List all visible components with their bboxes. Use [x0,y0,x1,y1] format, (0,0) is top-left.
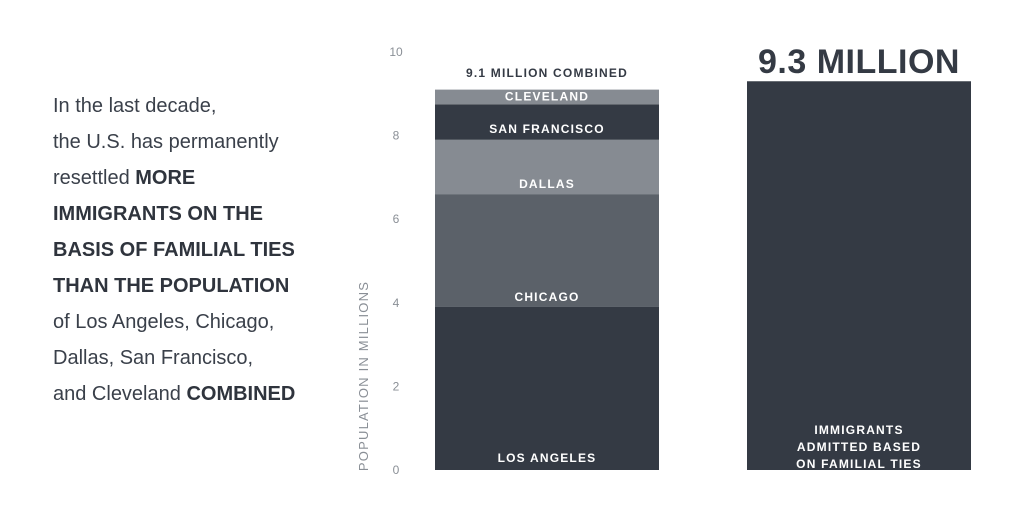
narrative-fragment: of Los Angeles, Chicago, [53,311,275,333]
narrative-line: and Cleveland COMBINED [53,376,343,412]
bar-segment-immigrants-admitted-based-on-familial-ties [747,81,971,470]
y-tick-label: 10 [389,45,403,59]
bar-segment-dallas [435,139,659,195]
narrative-emphasis: BASIS OF FAMILIAL TIES [53,239,295,261]
y-tick-label: 0 [393,463,400,477]
narrative-line: resettled MORE [53,160,343,196]
narrative-text: In the last decade, the U.S. has permanen… [53,88,343,412]
segment-label: CHICAGO [514,290,579,304]
segment-label: SAN FRANCISCO [489,122,605,136]
narrative-line: THAN THE POPULATION [53,268,343,304]
segment-label: IMMIGRANTS ADMITTED BASED ON FAMILIAL TIES [796,423,922,471]
bar-segment-chicago [435,194,659,307]
narrative-emphasis: MORE [135,167,196,189]
narrative-line: BASIS OF FAMILIAL TIES [53,232,343,268]
narrative-emphasis: THAN THE POPULATION [53,275,290,297]
narrative-line: the U.S. has permanently [53,124,343,160]
narrative-fragment: and Cleveland [53,383,187,405]
bar-segment-cleveland [435,89,659,105]
narrative-fragment: the U.S. has permanently [53,131,279,153]
segment-label: LOS ANGELES [498,451,597,465]
narrative-line: In the last decade, [53,88,343,124]
bar-total-label: 9.1 MILLION COMBINED [466,66,628,80]
narrative-fragment: In the last decade, [53,95,217,117]
narrative-line: IMMIGRANTS ON THE [53,196,343,232]
segment-label: CLEVELAND [505,89,589,103]
narrative-emphasis: IMMIGRANTS ON THE [53,203,263,225]
y-tick-label: 2 [393,379,400,393]
narrative-emphasis: COMBINED [186,383,296,405]
bar-segment-los-angeles [435,306,659,470]
segment-label: DALLAS [519,177,575,191]
narrative-line: Dallas, San Francisco, [53,340,343,376]
y-tick-label: 4 [393,296,400,310]
bar-total-label-large: 9.3 MILLION [758,43,960,81]
y-tick-label: 6 [393,212,400,226]
narrative-fragment: Dallas, San Francisco, [53,347,254,369]
narrative-fragment: resettled [53,167,136,189]
bar-segment-san-francisco [435,104,659,140]
y-tick-label: 8 [393,129,400,143]
y-axis-label: POPULATION IN MILLIONS [356,281,371,471]
narrative-line: of Los Angeles, Chicago, [53,304,343,340]
